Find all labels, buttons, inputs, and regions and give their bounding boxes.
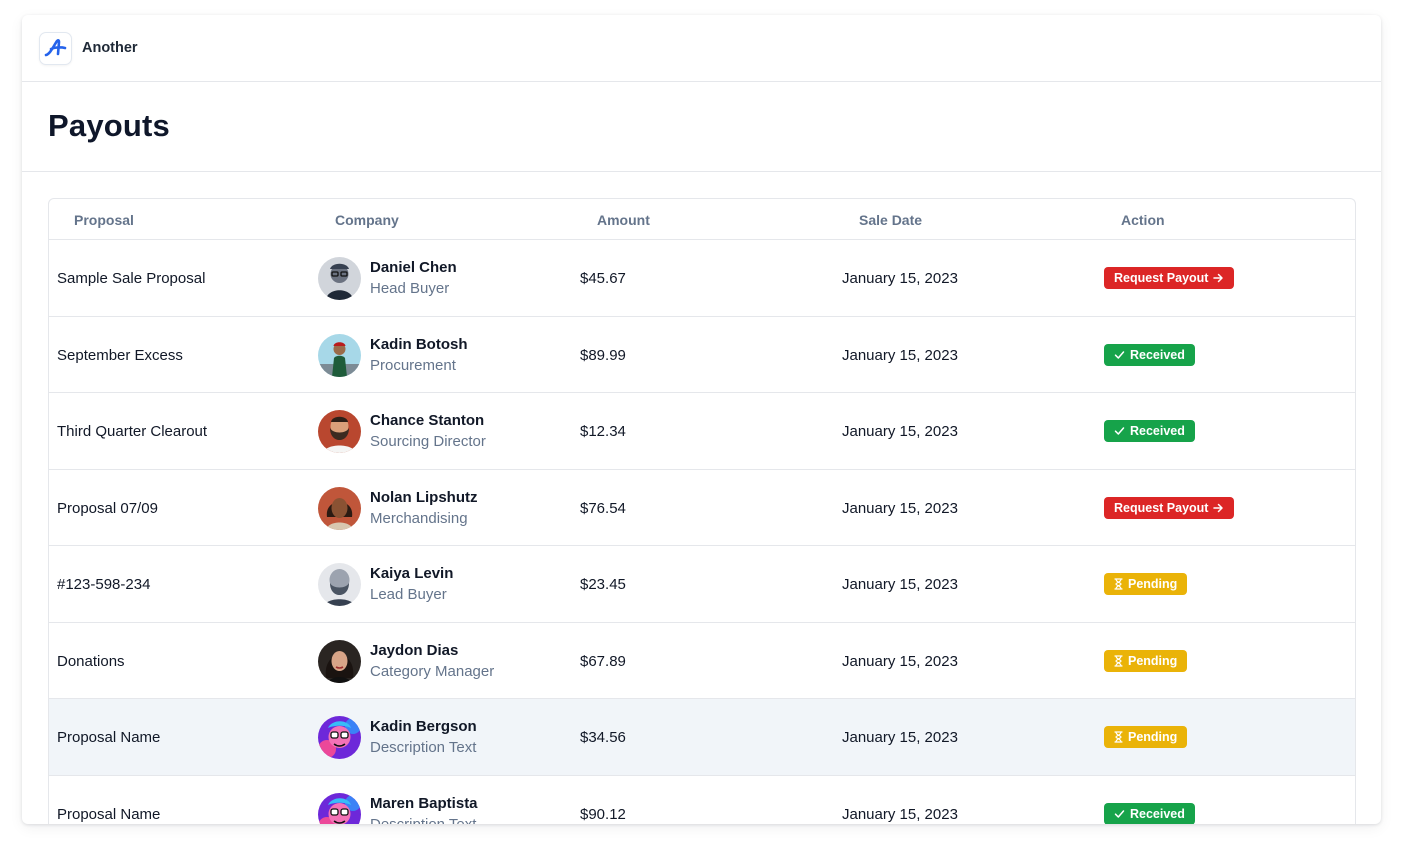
- proposal-name: Sample Sale Proposal: [57, 270, 206, 287]
- amount: $67.89: [580, 652, 626, 670]
- proposal-name: Proposal 07/09: [57, 499, 158, 517]
- sale-date: January 15, 2023: [842, 652, 958, 670]
- sale-date: January 15, 2023: [842, 423, 958, 440]
- avatar: [318, 563, 361, 606]
- avatar: [318, 410, 361, 453]
- page-header: Payouts: [22, 82, 1381, 172]
- column-header-action[interactable]: Action: [1121, 212, 1165, 228]
- table-row[interactable]: Proposal Name Kadin Bergson Description Te…: [49, 699, 1355, 776]
- proposal-name: Donations: [57, 652, 125, 670]
- table-row[interactable]: September Excess Kadin Botosh Procurement $…: [49, 316, 1355, 393]
- column-header-proposal[interactable]: Proposal: [74, 212, 134, 228]
- sale-date: January 15, 2023: [842, 499, 958, 517]
- contact-name: Daniel Chen: [370, 259, 457, 276]
- contact-name: Maren Baptista: [370, 794, 478, 812]
- proposal-name: September Excess: [57, 346, 183, 364]
- hourglass-icon: [1114, 578, 1123, 590]
- pending-status-badge: Pending: [1104, 573, 1188, 595]
- table-row[interactable]: Sample Sale Proposal Daniel Chen Head Buye…: [49, 240, 1355, 317]
- amount: $90.12: [580, 805, 626, 823]
- sale-date: January 15, 2023: [842, 270, 958, 287]
- payouts-table: Proposal Company Amount Sale Date Action…: [48, 198, 1356, 824]
- action-label: Request Payout: [1114, 500, 1209, 515]
- action-label: Pending: [1128, 653, 1178, 668]
- contact-role: Sourcing Director: [370, 433, 486, 450]
- amount: $12.34: [580, 423, 626, 440]
- received-status-badge: Received: [1104, 802, 1195, 824]
- hourglass-icon: [1114, 654, 1123, 667]
- amount: $23.45: [580, 576, 626, 593]
- contact-name: Kadin Botosh: [370, 335, 468, 353]
- received-status-badge: Received: [1104, 343, 1195, 366]
- amount: $45.67: [580, 270, 626, 287]
- check-icon: [1114, 427, 1125, 435]
- amount: $76.54: [580, 499, 626, 517]
- brand-logo[interactable]: [39, 31, 72, 65]
- contact-name: Jaydon Dias: [370, 641, 459, 659]
- table-header: Proposal Company Amount Sale Date Action: [49, 199, 1355, 240]
- column-header-amount[interactable]: Amount: [597, 212, 650, 228]
- contact-name: Nolan Lipshutz: [370, 488, 478, 506]
- action-label: Pending: [1128, 577, 1178, 591]
- table-row[interactable]: Proposal Name Maren Baptista Description T…: [49, 775, 1355, 825]
- contact-name: Kadin Bergson: [370, 718, 477, 735]
- action-label: Received: [1130, 347, 1185, 362]
- table-body: Sample Sale Proposal Daniel Chen Head Buye…: [49, 240, 1355, 824]
- proposal-name: #123-598-234: [57, 576, 151, 593]
- table-row[interactable]: Proposal 07/09 Nolan Lipshutz Merchandisin…: [49, 469, 1355, 546]
- top-bar: Another: [22, 15, 1381, 82]
- contact-role: Description Text: [370, 815, 477, 825]
- table-row[interactable]: Third Quarter Clearout Chance Stanton Sour…: [49, 393, 1355, 470]
- received-status-badge: Received: [1104, 420, 1195, 442]
- column-header-sale-date[interactable]: Sale Date: [859, 212, 923, 228]
- action-label: Received: [1130, 424, 1185, 438]
- payouts-window: Another Payouts Proposal Company Amount …: [22, 15, 1381, 824]
- column-header-company[interactable]: Company: [335, 212, 399, 228]
- sale-date: January 15, 2023: [842, 576, 958, 593]
- amount: $34.56: [580, 729, 626, 746]
- avatar: [318, 257, 361, 300]
- avatar: [318, 486, 361, 530]
- proposal-name: Proposal Name: [57, 729, 161, 746]
- contact-name: Chance Stanton: [370, 412, 485, 429]
- action-label: Received: [1130, 806, 1185, 821]
- sale-date: January 15, 2023: [842, 729, 958, 746]
- avatar: [318, 333, 361, 377]
- check-icon: [1114, 350, 1125, 359]
- page-title: Payouts: [48, 108, 170, 143]
- arrow-right-icon: [1213, 503, 1224, 512]
- proposal-name: Third Quarter Clearout: [57, 423, 208, 440]
- avatar: [318, 716, 361, 759]
- arrow-right-icon: [1213, 273, 1224, 283]
- contact-role: Category Manager: [370, 662, 495, 680]
- table-row[interactable]: Donations Jaydon Dias Category Manager $67.…: [49, 622, 1355, 699]
- contact-role: Description Text: [370, 739, 477, 756]
- check-icon: [1114, 809, 1125, 818]
- contact-role: Merchandising: [370, 509, 468, 527]
- request-payout-button[interactable]: Request Payout: [1104, 267, 1235, 289]
- avatar: [318, 792, 361, 824]
- sale-date: January 15, 2023: [842, 805, 958, 823]
- contact-role: Lead Buyer: [370, 586, 447, 603]
- avatar: [318, 639, 361, 683]
- table-row[interactable]: #123-598-234 Kaiya Levin Lead Buyer $23.45 J…: [49, 546, 1355, 623]
- contact-role: Procurement: [370, 356, 456, 374]
- contact-role: Head Buyer: [370, 280, 450, 297]
- hourglass-icon: [1114, 731, 1123, 743]
- action-label: Pending: [1128, 730, 1178, 744]
- proposal-name: Proposal Name: [57, 805, 161, 823]
- request-payout-button[interactable]: Request Payout: [1104, 496, 1235, 519]
- action-label: Request Payout: [1114, 271, 1209, 285]
- pending-status-badge: Pending: [1104, 649, 1188, 672]
- contact-name: Kaiya Levin: [370, 565, 454, 582]
- brand-name: Another: [82, 40, 138, 56]
- brand-logo-icon: [44, 39, 66, 57]
- sale-date: January 15, 2023: [842, 346, 958, 364]
- amount: $89.99: [580, 346, 626, 364]
- pending-status-badge: Pending: [1104, 726, 1188, 748]
